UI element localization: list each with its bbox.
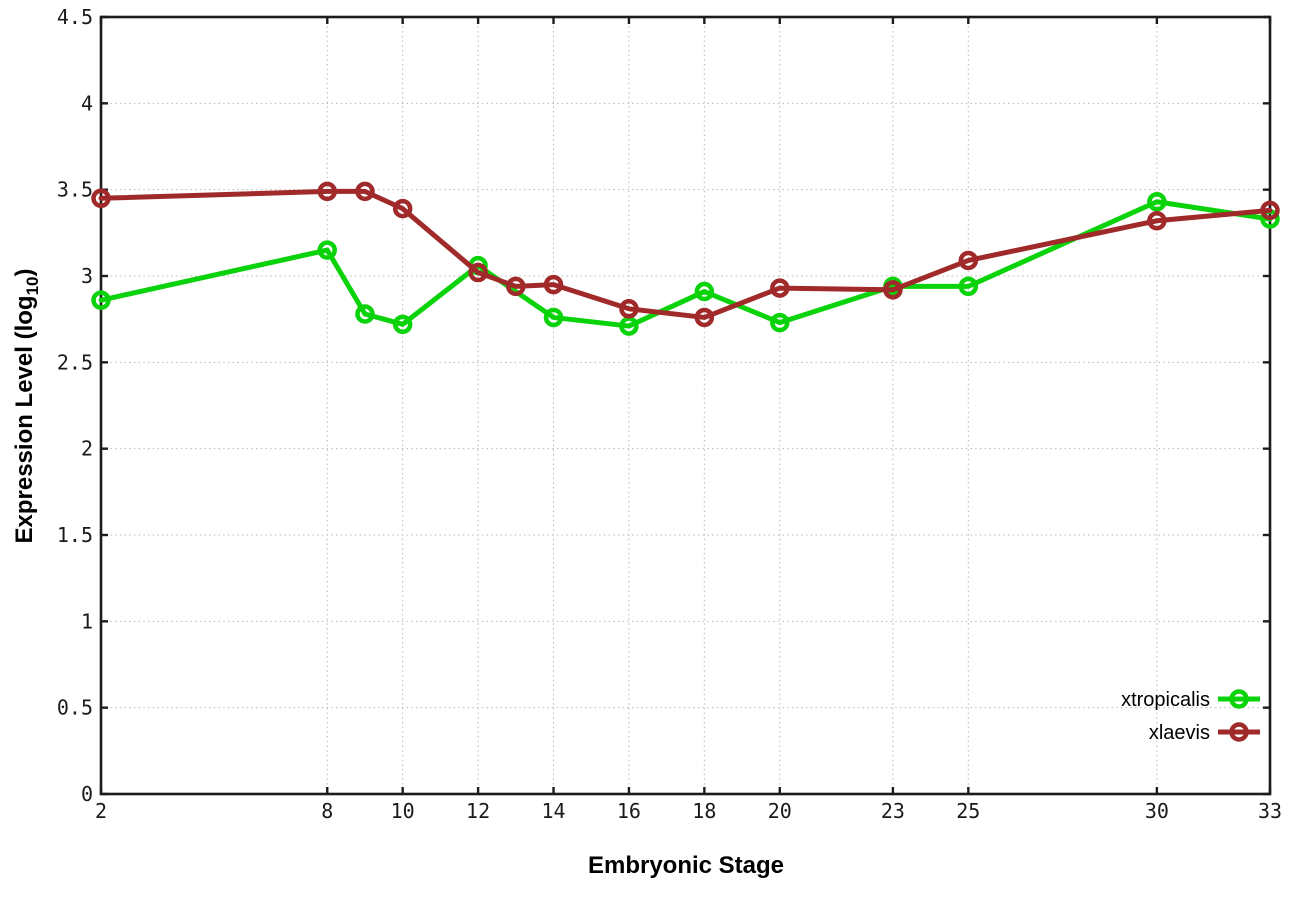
y-axis-title-close: ) — [11, 268, 39, 277]
data-point-marker-xlaevis — [468, 262, 488, 283]
data-point-marker-xtropicalis — [392, 314, 413, 335]
data-point-marker-xlaevis — [1260, 200, 1280, 221]
data-point-marker-xtropicalis — [958, 276, 979, 297]
x-tick-label: 33 — [1258, 799, 1282, 823]
x-axis-title: Embryonic Stage — [587, 852, 785, 879]
x-tick-label: 10 — [391, 799, 415, 823]
y-tick-label: 1 — [81, 609, 93, 633]
y-tick-label: 2 — [81, 437, 93, 461]
x-tick-label: 2 — [95, 799, 107, 823]
legend-label-xtropicalis: xtropicalis — [1121, 689, 1210, 711]
data-point-marker-xlaevis — [317, 181, 338, 202]
x-tick-label: 20 — [768, 799, 792, 823]
data-point-marker-xtropicalis — [317, 240, 338, 260]
data-point-marker-xtropicalis — [694, 281, 715, 302]
x-tick-label: 12 — [466, 799, 490, 823]
y-tick-label: 0.5 — [57, 696, 93, 720]
data-point-marker-xlaevis — [619, 299, 639, 319]
data-point-marker-xlaevis — [1147, 210, 1167, 231]
y-tick-label: 2.5 — [57, 350, 93, 374]
data-point-marker-xlaevis — [506, 276, 526, 297]
series-line-xtropicalis — [98, 199, 1273, 329]
x-tick-label: 8 — [321, 799, 333, 823]
y-axis-title: Expression Level (log10) — [11, 269, 43, 544]
x-tick-label: 30 — [1145, 799, 1169, 823]
data-point-marker-xtropicalis — [91, 290, 111, 310]
y-tick-label: 4.5 — [57, 5, 93, 29]
data-point-marker-xlaevis — [543, 274, 564, 295]
data-point-marker-xtropicalis — [619, 316, 639, 336]
data-point-marker-xtropicalis — [355, 304, 375, 324]
data-point-marker-xlaevis — [958, 250, 979, 271]
x-tick-label: 16 — [617, 799, 641, 823]
y-tick-label: 1.5 — [57, 523, 93, 547]
y-axis-title-subscript: 10 — [22, 276, 42, 296]
y-tick-label: 0 — [81, 782, 93, 806]
data-point-marker-xtropicalis — [1147, 192, 1167, 212]
legend-marker-xlaevis — [1229, 722, 1249, 742]
y-tick-label: 3.5 — [57, 178, 93, 202]
x-tick-label: 14 — [541, 799, 565, 823]
legend-marker-xtropicalis — [1229, 689, 1249, 709]
data-point-marker-xlaevis — [883, 280, 903, 300]
plot-border — [99, 15, 1272, 796]
legend-label-xlaevis: xlaevis — [1149, 722, 1210, 744]
x-tick-label: 18 — [692, 799, 716, 823]
data-point-marker-xlaevis — [355, 181, 375, 202]
data-point-marker-xlaevis — [694, 307, 715, 328]
y-tick-label: 3 — [81, 264, 93, 288]
data-point-marker-xlaevis — [770, 278, 790, 298]
x-tick-label: 23 — [881, 799, 905, 823]
x-tick-label: 25 — [956, 799, 980, 823]
y-axis-title-text: Expression Level (log — [11, 295, 39, 544]
data-point-marker-xlaevis — [91, 188, 111, 209]
y-tick-label: 4 — [81, 91, 93, 115]
data-point-marker-xtropicalis — [543, 307, 564, 328]
data-point-marker-xlaevis — [392, 198, 413, 219]
data-point-marker-xtropicalis — [770, 312, 790, 333]
